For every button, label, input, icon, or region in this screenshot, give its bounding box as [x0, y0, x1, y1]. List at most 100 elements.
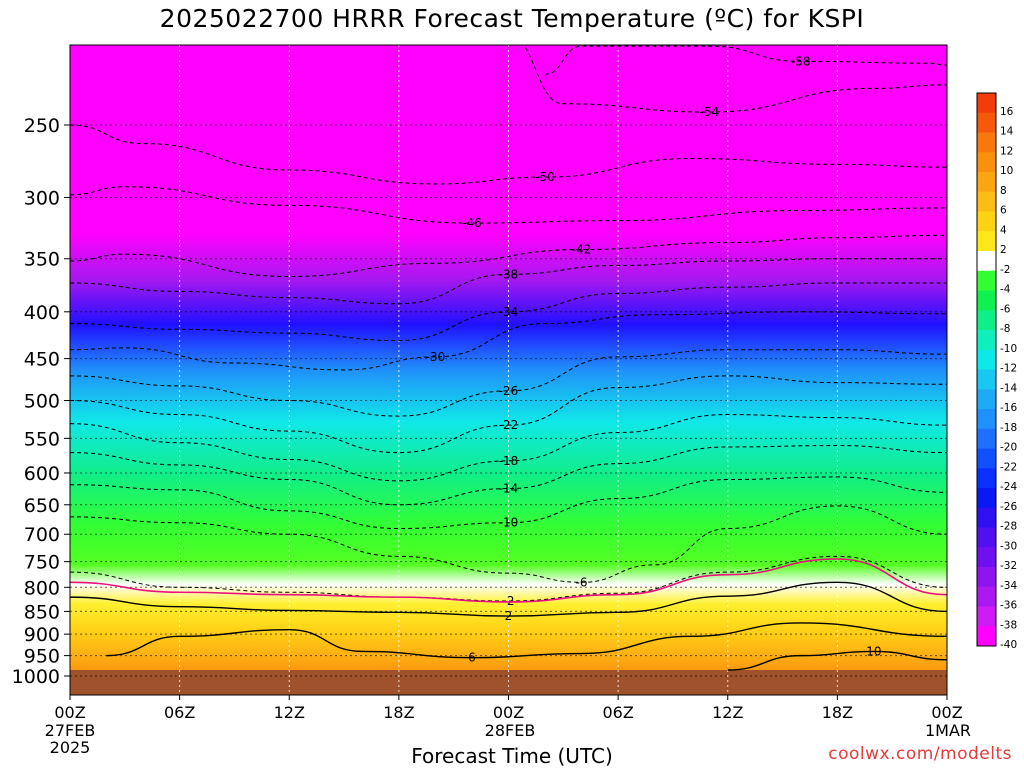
colorbar-swatch — [977, 449, 996, 469]
colorbar-label: -10 — [1000, 343, 1017, 355]
colorbar-label: 14 — [1000, 126, 1014, 138]
colorbar-swatch — [977, 626, 996, 646]
colorbar-swatch — [977, 389, 996, 409]
contour-label: -30 — [426, 350, 446, 364]
x-tick-label: 12Z — [274, 703, 305, 722]
x-tick-label: 00Z — [931, 703, 962, 722]
y-tick-label: 400 — [24, 302, 60, 324]
y-tick-label: 650 — [24, 495, 60, 517]
contour-label: -34 — [499, 305, 519, 319]
y-tick-label: 550 — [24, 428, 60, 450]
contour-label: 10 — [866, 644, 881, 658]
colorbar-label: -2 — [1000, 264, 1010, 276]
colorbar-label: 16 — [1000, 106, 1014, 118]
x-date-label-mid: 28FEB — [482, 722, 538, 739]
colorbar-swatch — [977, 271, 996, 291]
colorbar-swatch — [977, 607, 996, 627]
colorbar-label: -8 — [1000, 323, 1010, 335]
contour-label: -2 — [503, 594, 515, 608]
contour-label: -50 — [535, 170, 555, 184]
colorbar-swatch — [977, 508, 996, 528]
colorbar-label: -32 — [1000, 560, 1017, 572]
colorbar-swatch — [977, 291, 996, 311]
colorbar-label: -28 — [1000, 521, 1017, 533]
y-tick-label: 300 — [24, 187, 60, 209]
contour-label: -10 — [499, 516, 519, 530]
y-tick-label: 850 — [24, 601, 60, 623]
x-tick-label: 00Z — [493, 703, 524, 722]
x-tick-label: 18Z — [383, 703, 414, 722]
y-tick-label: 950 — [24, 646, 60, 668]
colorbar-label: -4 — [1000, 284, 1011, 296]
colorbar-swatch — [977, 547, 996, 567]
contour-label: -14 — [499, 482, 519, 496]
colorbar-label: -30 — [1000, 540, 1017, 552]
colorbar-label: -34 — [1000, 580, 1017, 592]
colorbar-label: 8 — [1000, 185, 1007, 197]
colorbar-swatch — [977, 231, 996, 251]
colorbar-label: -24 — [1000, 481, 1017, 493]
colorbar-label: -36 — [1000, 600, 1017, 612]
colorbar-label: 10 — [1000, 165, 1013, 177]
y-tick-label: 450 — [24, 349, 60, 371]
x-tick-label: 00Z — [54, 703, 85, 722]
colorbar-swatch — [977, 212, 996, 232]
colorbar-label: -6 — [1000, 303, 1011, 315]
colorbar-swatch — [977, 192, 996, 212]
colorbar-swatch — [977, 152, 996, 172]
contour-label: -18 — [499, 454, 519, 468]
x-date-start-day: 27FEB — [42, 722, 98, 739]
contour-label: -54 — [700, 105, 720, 119]
contour-label: -22 — [499, 418, 519, 432]
contour-label: -6 — [576, 575, 588, 589]
colorbar-swatch — [977, 350, 996, 370]
colorbar-swatch — [977, 468, 996, 488]
plot-area: -58-54-50-46-42-38-34-30-26-22-18-14-10-… — [70, 36, 947, 695]
contour-label: 6 — [468, 651, 476, 665]
x-date-label-end: 1MAR — [920, 722, 976, 739]
x-tick-label: 18Z — [822, 703, 853, 722]
y-tick-label: 900 — [24, 624, 60, 646]
colorbar-label: -14 — [1000, 382, 1017, 394]
colorbar-label: -18 — [1000, 422, 1017, 434]
colorbar-swatch — [977, 172, 996, 192]
colorbar-swatch — [977, 409, 996, 429]
contour-label: -38 — [499, 267, 519, 281]
colorbar-swatch — [977, 251, 996, 271]
colorbar-label: 12 — [1000, 145, 1013, 157]
contour-label: -58 — [791, 54, 811, 68]
contour-label: -46 — [462, 216, 482, 230]
x-tick-label: 06Z — [164, 703, 195, 722]
credit-text: coolwx.com/modelts — [828, 744, 1012, 764]
colorbar-label: -12 — [1000, 363, 1017, 375]
colorbar-label: 4 — [1000, 224, 1007, 236]
y-tick-label: 1000 — [12, 666, 60, 688]
colorbar-swatch — [977, 113, 996, 133]
y-tick-label: 600 — [24, 463, 60, 485]
contour-label: -42 — [572, 243, 592, 257]
colorbar-label: -16 — [1000, 402, 1017, 414]
y-tick-label: 350 — [24, 249, 60, 271]
x-tick-label: 12Z — [712, 703, 743, 722]
colorbar-label: -38 — [1000, 619, 1017, 631]
x-date-end-day: 1MAR — [920, 722, 976, 739]
colorbar-swatch — [977, 310, 996, 330]
colorbar-swatch — [977, 587, 996, 607]
colorbar-swatch — [977, 488, 996, 508]
x-tick-label: 06Z — [602, 703, 633, 722]
x-date-mid-day: 28FEB — [482, 722, 538, 739]
y-tick-label: 800 — [24, 577, 60, 599]
colorbar-swatch — [977, 133, 996, 153]
colorbar-swatch — [977, 93, 996, 113]
colorbar-swatch — [977, 370, 996, 390]
colorbar-label: -22 — [1000, 461, 1017, 473]
colorbar: 161412108642-2-4-6-8-10-12-14-16-18-20-2… — [977, 93, 1017, 651]
y-tick-label: 750 — [24, 552, 60, 574]
colorbar-swatch — [977, 528, 996, 548]
contour-label: -26 — [499, 384, 519, 398]
colorbar-label: -26 — [1000, 501, 1017, 513]
y-tick-label: 250 — [24, 115, 60, 137]
colorbar-label: 6 — [1000, 205, 1007, 217]
colorbar-label: 2 — [1000, 244, 1007, 256]
